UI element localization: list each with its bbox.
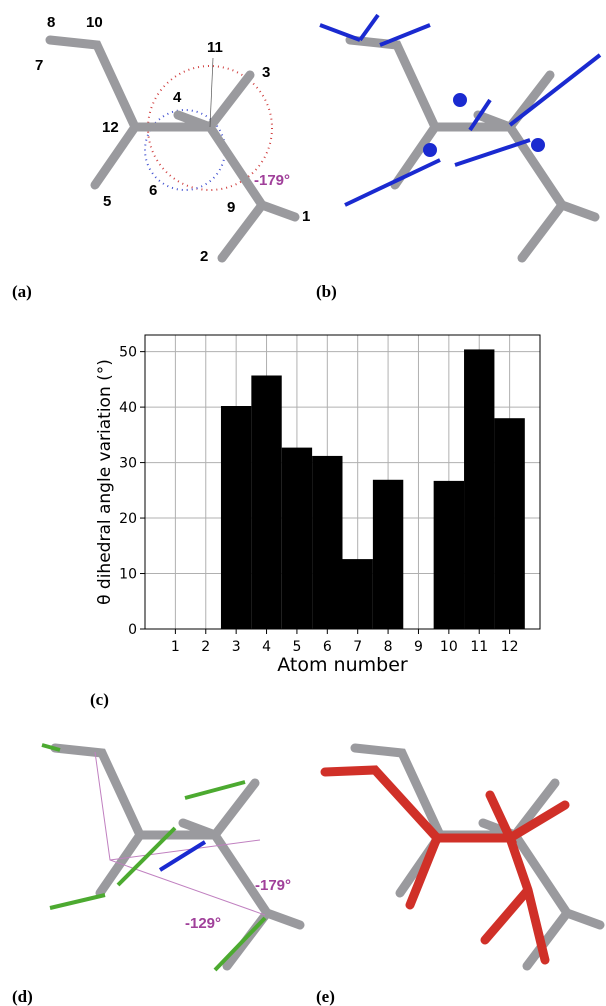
y-tick-label: 20 [119, 511, 137, 527]
molecule [355, 748, 600, 966]
x-tick-label: 10 [440, 639, 458, 655]
x-tick-label: 5 [292, 639, 301, 655]
angle-label: -179° [254, 172, 290, 189]
atom-label: 2 [200, 248, 208, 265]
bar [342, 559, 373, 629]
y-tick-label: 10 [119, 567, 137, 583]
arrow [158, 840, 207, 872]
x-tick-label: 9 [414, 639, 423, 655]
x-tick-label: 12 [501, 639, 519, 655]
y-axis-label: θ dihedral angle variation (°) [95, 359, 115, 605]
molecule-deformed [320, 765, 570, 965]
panel-label: (a) [12, 282, 32, 301]
bar [251, 375, 282, 629]
bar [372, 479, 404, 629]
x-tick-label: 2 [201, 639, 210, 655]
atom-label: 3 [262, 64, 270, 81]
bar [464, 349, 495, 629]
bar [494, 418, 525, 629]
panel-label: (e) [316, 987, 335, 1006]
x-tick-label: 11 [470, 639, 488, 655]
arrows [319, 13, 602, 207]
plot-frame [144, 334, 541, 630]
panel-label: (b) [316, 282, 337, 301]
atom-label: 12 [102, 119, 119, 136]
bar [281, 447, 313, 629]
atom-label: 1 [302, 208, 310, 225]
atom-label: 4 [173, 89, 182, 106]
x-axis-label: Atom number [277, 654, 408, 676]
angle-label: -179° [255, 877, 291, 894]
y-tick-label: 30 [119, 456, 137, 472]
atom-label: 6 [149, 182, 157, 199]
bar [433, 480, 465, 629]
bar [220, 406, 252, 629]
atom-label: 7 [35, 57, 43, 74]
angle-lines [94, 751, 266, 916]
y-tick-label: 40 [119, 400, 137, 416]
x-tick-label: 4 [262, 639, 271, 655]
arrows [41, 743, 267, 972]
atom-label: 5 [103, 193, 111, 210]
bar [312, 455, 343, 629]
panel-label: (c) [90, 690, 109, 709]
x-tick-label: 8 [384, 639, 393, 655]
pointer [209, 57, 214, 128]
x-tick-label: 6 [323, 639, 332, 655]
atom-label: 11 [207, 39, 223, 56]
molecule [50, 40, 295, 258]
dot-sphere [147, 65, 273, 191]
atom-label: 9 [227, 199, 235, 216]
y-tick-label: 50 [119, 345, 137, 361]
angle-label: -129° [185, 915, 221, 932]
x-tick-label: 1 [171, 639, 180, 655]
atom-label: 10 [86, 14, 103, 31]
x-tick-label: 3 [232, 639, 241, 655]
y-tick-label: 0 [128, 622, 137, 638]
panel-label: (d) [12, 987, 33, 1006]
molecule [350, 40, 595, 258]
atom-label: 8 [47, 14, 55, 31]
x-tick-label: 7 [353, 639, 362, 655]
